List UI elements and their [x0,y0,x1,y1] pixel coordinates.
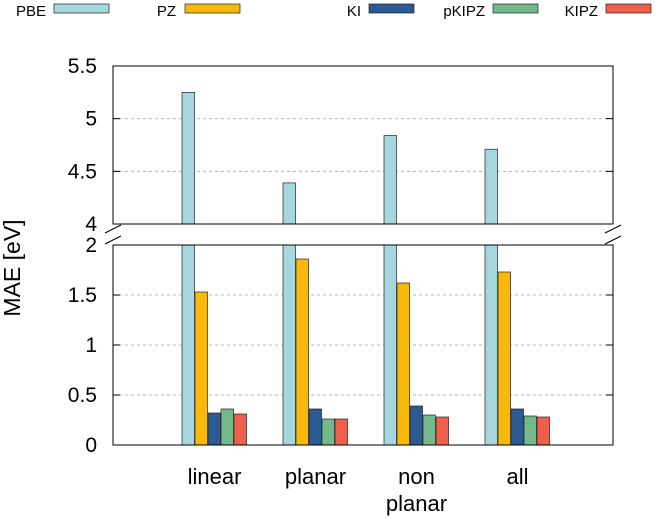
legend-label-ki: KI [347,3,361,20]
legend-swatch-pbe [53,3,110,14]
bar-pz [497,271,511,446]
bar-kipz [536,416,550,446]
bar-kipz [334,418,348,446]
bar-pbe-lower [484,244,498,446]
bar-pbe-lower [383,244,397,446]
y-tick-label: 1.5 [68,284,97,307]
bar-kipz [233,413,247,446]
legend: PBE PZ KI pKIPZ KIPZ [16,3,652,20]
x-tick-label: non planar [386,464,447,516]
bar-pz [194,291,208,446]
legend-label-pkipz: pKIPZ [443,3,485,20]
bar-pz [396,282,410,446]
x-tick-label: linear [188,464,242,489]
legend-swatch-ki [368,3,415,14]
x-tick-label: planar [285,464,346,489]
bar-pbe-upper [383,135,397,225]
legend-label-kipz: KIPZ [565,3,598,20]
y-tick-label: 1 [85,334,97,357]
bar-pkipz [220,408,234,446]
bars [181,91,550,446]
bar-pbe-upper [484,148,498,225]
y-tick-label: 0 [85,434,97,457]
y-tick-label: 5.5 [68,55,97,78]
x-tick-label: all [506,464,528,489]
bar-pbe-upper [282,182,296,225]
bar-ki [207,412,221,446]
grid-lines [113,118,613,396]
bar-pbe-lower [282,244,296,446]
legend-swatch-pkipz [492,3,539,14]
axis-break-mark [604,235,622,245]
upper-panel-frame [112,65,614,225]
legend-swatch-pz [184,3,241,14]
bar-ki [409,405,423,446]
bar-kipz [435,416,449,446]
x-tick-label-line: all [506,464,528,489]
x-tick-label-line: planar [285,464,346,489]
y-tick-label: 5 [85,108,97,131]
bar-pbe-upper [181,91,195,225]
axis-break-mark [104,224,122,234]
y-tick-label: 0.5 [68,384,97,407]
y-tick-label: 2 [85,234,97,257]
bar-pbe-lower [181,244,195,446]
legend-swatch-kipz [605,3,652,14]
x-tick-label-line: non [398,464,435,489]
plot-frame [104,65,622,446]
bar-pkipz [321,418,335,446]
legend-label-pz: PZ [157,3,176,20]
x-tick-label-line: planar [386,491,447,516]
x-tick-label-line: linear [188,464,242,489]
axis-break-mark [104,235,122,245]
bar-ki [510,408,524,446]
bar-pkipz [523,415,537,446]
bar-pz [295,258,309,446]
bar-ki [308,408,322,446]
legend-label-pbe: PBE [16,3,46,20]
y-tick-label: 4.5 [68,160,97,183]
axis-break-mark [604,224,622,234]
y-axis-title: MAE [eV] [0,219,25,316]
y-tick-label: 4 [85,213,97,236]
y-tick-labels: 4 4.5 5 5.5 0 0.5 1 1.5 2 [68,55,98,457]
bar-pkipz [422,414,436,446]
